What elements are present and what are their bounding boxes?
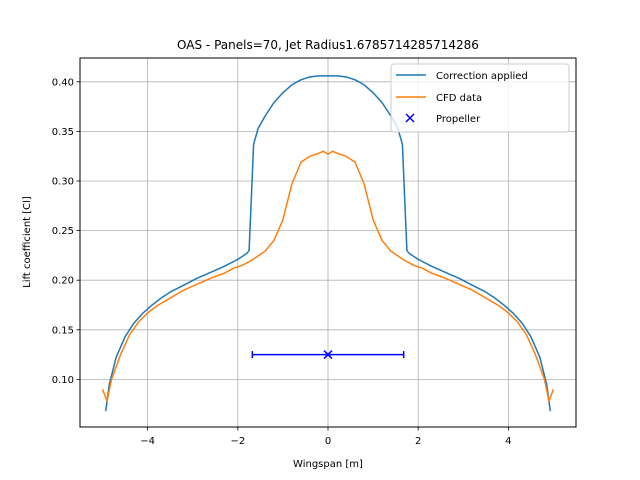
chart-title: OAS - Panels=70, Jet Radius1.67857142857…	[177, 38, 479, 52]
legend-swatch-propeller	[405, 113, 415, 123]
legend: Correction applied CFD data Propeller	[390, 63, 570, 133]
y-tick-label: 0.20	[52, 276, 74, 287]
y-tick-label: 0.25	[52, 226, 74, 237]
ticks: −4 −2 0 2 4 0.10 0.15 0.20 0.25 0.30 0.35 0.40	[52, 77, 512, 447]
legend-box	[390, 63, 570, 133]
x-tick-label: 0	[325, 436, 331, 447]
series-line-correction-applied	[104, 75, 552, 412]
series-line-cfd-data	[101, 150, 555, 402]
legend-label-correction: Correction applied	[436, 71, 528, 82]
legend-label-cfd: CFD data	[436, 93, 482, 104]
y-tick-label: 0.35	[52, 127, 74, 138]
y-tick-label: 0.10	[52, 375, 74, 386]
x-tick-label: 2	[415, 436, 421, 447]
legend-label-propeller: Propeller	[436, 114, 481, 125]
y-tick-label: 0.15	[52, 325, 74, 336]
y-tick-label: 0.30	[52, 177, 74, 188]
series-layer	[101, 75, 555, 412]
x-axis-title: Wingspan [m]	[293, 459, 363, 470]
y-axis-title: Lift coefficient [Cl]	[22, 196, 33, 288]
x-tick-label: −4	[140, 436, 155, 447]
propeller-marker	[323, 350, 333, 360]
x-tick-label: −2	[230, 436, 245, 447]
y-tick-label: 0.40	[52, 77, 74, 88]
x-tick-label: 4	[505, 436, 511, 447]
